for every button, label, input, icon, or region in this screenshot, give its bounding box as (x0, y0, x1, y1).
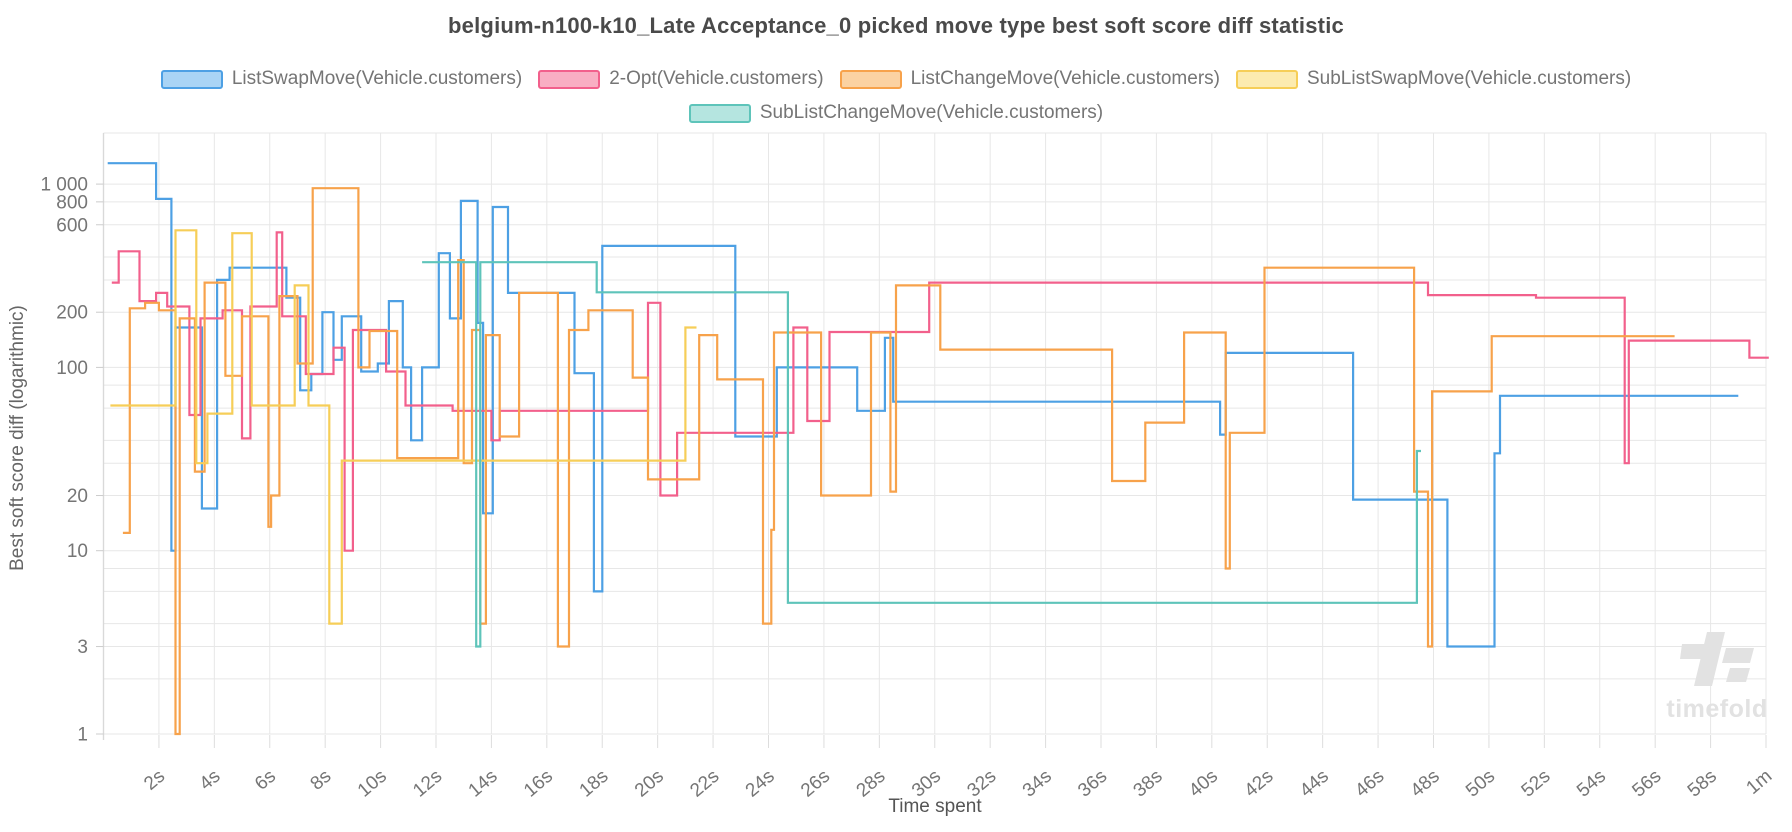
legend-swatch-listswapmove (160, 69, 223, 89)
x-tick-label: 6s (251, 766, 280, 795)
y-tick-label: 200 (56, 303, 88, 324)
timefold-logo-icon (1680, 632, 1754, 686)
series-line-ListSwapMove(Vehicle.customers)[interactable] (107, 162, 1739, 648)
gridlines (102, 132, 1767, 740)
x-tick-label: 8s (307, 766, 336, 795)
legend-label-sublistswapmove: SubListSwapMove(Vehicle.customers) (1306, 68, 1632, 89)
legend-label-2opt: 2-Opt(Vehicle.customers) (609, 68, 824, 89)
y-axis-title: Best soft score diff (logarithmic) (7, 305, 28, 571)
x-tick-label: 1m (1742, 766, 1776, 799)
legend-swatch-sublistchangemove (688, 103, 751, 123)
y-tick-label: 100 (56, 358, 88, 379)
y-tick-label: 10 (67, 541, 88, 562)
legend-item-listchangemove[interactable]: ListChangeMove(Vehicle.customers) (839, 68, 1220, 90)
legend-swatch-listchangemove (839, 69, 902, 89)
axis-ticks (96, 183, 1767, 748)
legend-swatch-2opt (538, 69, 601, 89)
legend-swatch-sublistswapmove (1235, 69, 1298, 89)
chart-title: belgium-n100-k10_Late Acceptance_0 picke… (448, 13, 1344, 38)
x-axis-title: Time spent (888, 796, 982, 817)
legend-item-sublistswapmove[interactable]: SubListSwapMove(Vehicle.customers) (1235, 68, 1632, 90)
y-tick-label: 600 (56, 215, 88, 236)
legend-row-1: ListSwapMove(Vehicle.customers) 2-Opt(Ve… (0, 62, 1792, 96)
legend: ListSwapMove(Vehicle.customers) 2-Opt(Ve… (0, 62, 1792, 130)
series-line-ListChangeMove(Vehicle.customers)[interactable] (122, 187, 1675, 736)
y-tick-label: 20 (67, 486, 88, 507)
y-tick-label: 1 (77, 725, 88, 746)
legend-label-sublistchangemove: SubListChangeMove(Vehicle.customers) (759, 102, 1104, 123)
series-line-SubListChangeMove(Vehicle.customers)[interactable] (422, 261, 1421, 648)
y-tick-label: 800 (56, 192, 88, 213)
series-line-2-Opt(Vehicle.customers)[interactable] (111, 231, 1769, 552)
x-tick-label: 2s (140, 766, 169, 795)
watermark: timefold (1662, 630, 1772, 724)
watermark-text: timefold (1666, 695, 1768, 723)
legend-item-listswapmove[interactable]: ListSwapMove(Vehicle.customers) (160, 68, 523, 90)
series-line-SubListSwapMove(Vehicle.customers)[interactable] (110, 229, 697, 625)
legend-item-2opt[interactable]: 2-Opt(Vehicle.customers) (538, 68, 824, 90)
legend-item-sublistchangemove[interactable]: SubListChangeMove(Vehicle.customers) (688, 102, 1104, 124)
y-tick-label: 1 000 (40, 175, 88, 196)
series-lines (107, 162, 1769, 736)
legend-label-listchangemove: ListChangeMove(Vehicle.customers) (910, 68, 1220, 89)
y-tick-label: 3 (77, 637, 88, 658)
legend-label-listswapmove: ListSwapMove(Vehicle.customers) (231, 68, 523, 89)
legend-row-2: SubListChangeMove(Vehicle.customers) (0, 96, 1792, 130)
x-tick-label: 4s (196, 766, 225, 795)
